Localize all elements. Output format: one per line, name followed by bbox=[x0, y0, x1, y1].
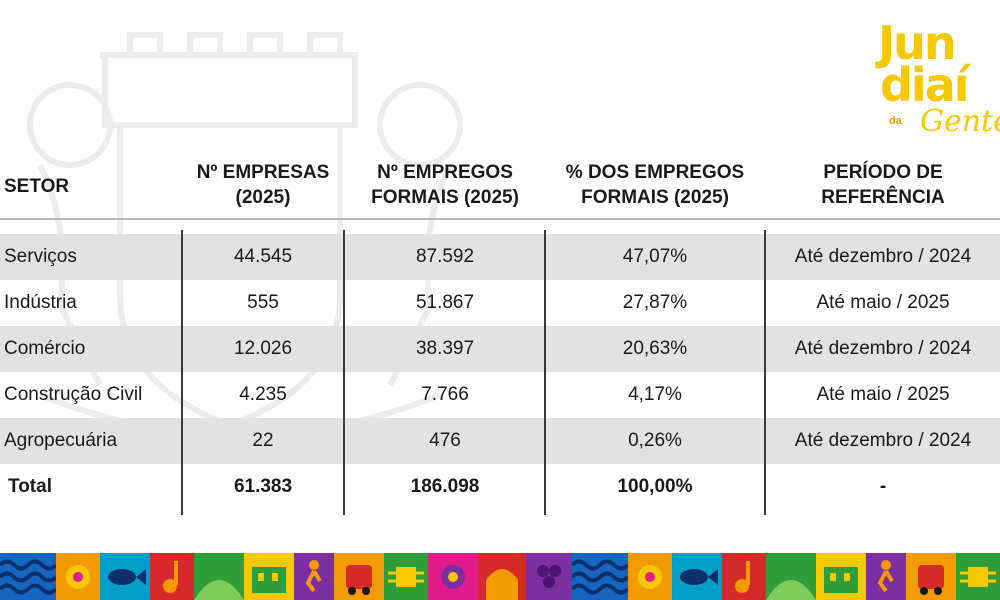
cell-setor: Serviços bbox=[4, 246, 77, 267]
cell-percent: 27,87% bbox=[622, 292, 688, 313]
table-row: Construção Civil 4.235 7.766 4,17% Até m… bbox=[0, 372, 1000, 418]
column-divider bbox=[343, 230, 345, 515]
train-icon bbox=[906, 553, 956, 600]
decorative-pattern-strip bbox=[0, 553, 1000, 600]
wave-pattern-icon bbox=[572, 553, 628, 600]
cell-setor: Indústria bbox=[4, 292, 77, 313]
header-periodo: PERÍODO DE REFERÊNCIA bbox=[821, 162, 945, 208]
cell-empresas: 44.545 bbox=[233, 246, 293, 267]
logo-line2: diaí bbox=[880, 58, 970, 112]
hill-pattern-icon bbox=[194, 553, 244, 600]
table-row: Comércio 12.026 38.397 20,63% Até dezemb… bbox=[0, 326, 1000, 372]
cell-periodo: Até dezembro / 2024 bbox=[794, 338, 972, 359]
fish-pattern-icon bbox=[672, 553, 722, 600]
header-empresas: Nº EMPRESAS (2025) bbox=[196, 162, 330, 208]
cell-empregos: 186.098 bbox=[410, 476, 480, 497]
column-divider bbox=[181, 230, 183, 515]
cell-periodo: Até maio / 2025 bbox=[816, 384, 950, 405]
flower-pattern-icon bbox=[428, 553, 478, 600]
fish-pattern-icon bbox=[100, 553, 150, 600]
building-icon bbox=[816, 553, 866, 600]
cell-empregos: 38.397 bbox=[415, 338, 475, 359]
cell-empregos: 476 bbox=[429, 430, 461, 451]
header-setor: SETOR bbox=[4, 176, 70, 197]
cell-empresas: 4.235 bbox=[239, 384, 287, 405]
cell-percent: 4,17% bbox=[628, 384, 682, 405]
cell-percent: 20,63% bbox=[622, 338, 688, 359]
cell-empregos: 7.766 bbox=[421, 384, 469, 405]
cell-setor: Construção Civil bbox=[4, 384, 143, 405]
music-note-icon bbox=[150, 553, 194, 600]
wave-pattern-icon bbox=[0, 553, 56, 600]
table-row: Agropecuária 22 476 0,26% Até dezembro /… bbox=[0, 418, 1000, 464]
header-percent: % DOS EMPREGOS FORMAIS (2025) bbox=[565, 162, 745, 208]
cell-percent: 47,07% bbox=[622, 246, 688, 267]
table-row: Serviços 44.545 87.592 47,07% Até dezemb… bbox=[0, 234, 1000, 280]
table-row-total: Total 61.383 186.098 100,00% - bbox=[0, 464, 1000, 510]
music-note-icon bbox=[722, 553, 766, 600]
sun-pattern-icon bbox=[56, 553, 100, 600]
header-divider bbox=[0, 218, 1000, 220]
train-icon bbox=[334, 553, 384, 600]
building-icon bbox=[244, 553, 294, 600]
circuit-icon bbox=[956, 553, 1000, 600]
logo-script-text: Gente bbox=[920, 104, 1000, 139]
column-divider bbox=[544, 230, 546, 515]
column-divider bbox=[764, 230, 766, 515]
cell-empresas: 22 bbox=[252, 430, 274, 451]
cell-percent: 0,26% bbox=[628, 430, 682, 451]
hill-pattern-icon bbox=[766, 553, 816, 600]
cell-empresas: 555 bbox=[247, 292, 279, 313]
cell-periodo: Até dezembro / 2024 bbox=[794, 246, 972, 267]
cell-empregos: 51.867 bbox=[415, 292, 475, 313]
cell-empresas: 12.026 bbox=[233, 338, 293, 359]
arch-pattern-icon bbox=[478, 553, 526, 600]
cell-periodo: - bbox=[879, 476, 887, 497]
circuit-icon bbox=[384, 553, 428, 600]
logo-small-text: da bbox=[889, 115, 902, 127]
cell-setor: Agropecuária bbox=[4, 430, 118, 451]
cell-setor: Comércio bbox=[4, 338, 86, 359]
logo-line1: Jun bbox=[878, 16, 957, 70]
cell-percent: 100,00% bbox=[617, 476, 693, 497]
cell-empresas: 61.383 bbox=[233, 476, 293, 497]
cell-periodo: Até maio / 2025 bbox=[816, 292, 950, 313]
cell-empregos: 87.592 bbox=[415, 246, 475, 267]
sun-pattern-icon bbox=[628, 553, 672, 600]
cell-periodo: Até dezembro / 2024 bbox=[794, 430, 972, 451]
jundiai-logo: Jun diaí da Gente bbox=[872, 16, 1000, 146]
runner-icon bbox=[294, 553, 334, 600]
grape-pattern-icon bbox=[526, 553, 572, 600]
cell-setor: Total bbox=[8, 476, 52, 497]
header-empregos: Nº EMPREGOS FORMAIS (2025) bbox=[371, 162, 519, 208]
table-row: Indústria 555 51.867 27,87% Até maio / 2… bbox=[0, 280, 1000, 326]
runner-icon bbox=[866, 553, 906, 600]
